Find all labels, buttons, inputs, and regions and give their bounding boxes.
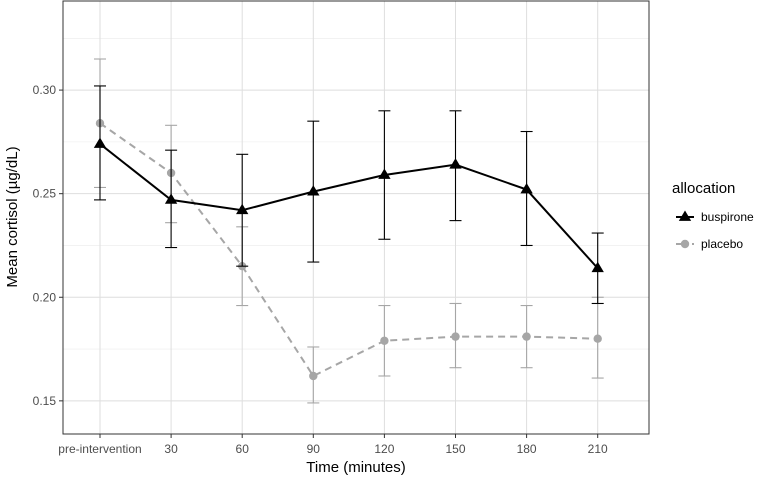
data-point-placebo	[380, 336, 389, 345]
legend-label: placebo	[701, 237, 743, 251]
data-point-buspirone	[378, 168, 391, 179]
data-point-buspirone	[164, 193, 178, 204]
data-point-buspirone	[93, 137, 107, 148]
grid-layer	[63, 1, 649, 434]
series-placebo	[94, 58, 604, 404]
plot-panel-border	[62, 0, 650, 435]
legend-title: allocation	[672, 180, 735, 197]
legend-key-marker	[680, 239, 690, 249]
y-tick-label: 0.30	[33, 83, 57, 97]
legend-item-placebo: placebo	[676, 237, 743, 251]
x-tick-label: 30	[164, 442, 178, 456]
data-point-placebo	[309, 371, 318, 381]
series-buspirone	[93, 85, 604, 305]
data-point-buspirone	[591, 261, 604, 273]
legend: allocation buspirone placebo	[672, 180, 754, 251]
axis-layer: 0.15 0.20 0.25 0.30 pre-intervention 30 60 90 12…	[33, 83, 608, 456]
data-point-buspirone	[449, 158, 462, 169]
x-axis-title: Time (minutes)	[306, 459, 405, 476]
y-tick-label: 0.15	[33, 394, 57, 408]
x-tick-label: 120	[374, 442, 394, 456]
series-line-buspirone	[99, 143, 599, 269]
legend-key-marker	[678, 210, 692, 221]
series-line-placebo	[99, 122, 598, 378]
data-point-placebo	[522, 332, 531, 341]
y-axis-title: Mean cortisol (µg/dL)	[4, 146, 21, 287]
x-tick-label: 180	[517, 442, 537, 456]
data-point-buspirone	[307, 185, 320, 196]
data-point-placebo	[451, 332, 460, 341]
x-tick-label: 150	[445, 442, 465, 456]
y-tick-label: 0.20	[33, 290, 57, 304]
data-point-buspirone	[520, 183, 533, 194]
legend-item-buspirone: buspirone	[676, 210, 754, 224]
x-tick-label: pre-intervention	[58, 442, 141, 456]
x-tick-label: 90	[307, 442, 321, 456]
x-tick-label: 60	[236, 442, 250, 456]
legend-label: buspirone	[701, 210, 754, 224]
x-tick-label: 210	[588, 442, 608, 456]
series-layer	[93, 58, 604, 404]
data-point-buspirone	[236, 203, 249, 215]
data-point-placebo	[593, 334, 602, 343]
legend-items: buspirone placebo	[676, 210, 754, 251]
y-tick-label: 0.25	[33, 187, 57, 201]
